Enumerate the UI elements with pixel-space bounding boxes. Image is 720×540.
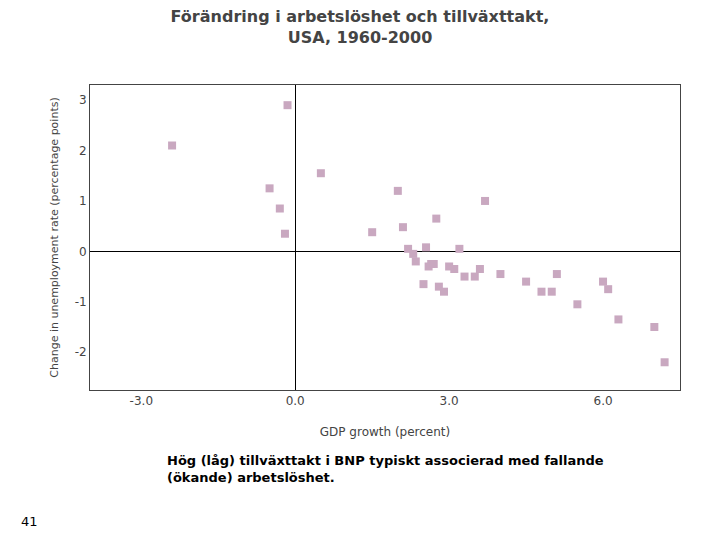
svg-text:0.0: 0.0 bbox=[286, 394, 305, 408]
svg-text:41: 41 bbox=[21, 514, 38, 529]
svg-text:Förändring i arbetslöshet och: Förändring i arbetslöshet och tillväxtta… bbox=[171, 7, 550, 47]
svg-text:-1: -1 bbox=[75, 295, 87, 309]
svg-text:Change in unemployment rate (p: Change in unemployment rate (percentage … bbox=[48, 97, 61, 377]
svg-text:Hög (låg) tillväxttakt i BNP t: Hög (låg) tillväxttakt i BNP typiskt ass… bbox=[167, 453, 604, 485]
svg-text:6.0: 6.0 bbox=[593, 394, 612, 408]
svg-text:-3.0: -3.0 bbox=[130, 394, 153, 408]
svg-text:1: 1 bbox=[79, 194, 87, 208]
svg-text:GDP growth (percent): GDP growth (percent) bbox=[320, 425, 450, 439]
svg-text:2: 2 bbox=[79, 144, 87, 158]
svg-text:-2: -2 bbox=[75, 345, 87, 359]
svg-text:0: 0 bbox=[79, 245, 87, 259]
svg-text:3: 3 bbox=[79, 93, 87, 107]
svg-text:3.0: 3.0 bbox=[440, 394, 459, 408]
